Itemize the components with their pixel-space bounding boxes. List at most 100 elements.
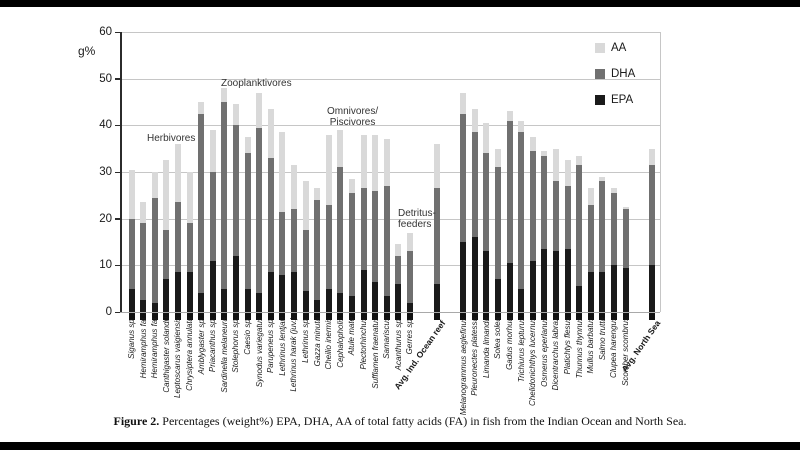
bar-segment-aa xyxy=(599,176,606,182)
bar-segment-aa xyxy=(360,134,367,189)
stacked-bar xyxy=(198,102,205,312)
x-axis-label: Samariscus xyxy=(382,317,392,359)
x-axis-label: Leptoscarus vaigiensis xyxy=(173,317,183,398)
bar-segment-dha xyxy=(649,164,656,266)
x-axis-tick xyxy=(541,313,548,320)
stacked-bar xyxy=(587,188,594,312)
bar-segment-epa xyxy=(232,255,239,312)
bar-segment-dha xyxy=(128,218,135,289)
x-axis-tick xyxy=(232,313,239,320)
bar-segment-epa xyxy=(325,288,332,312)
chart-area: g% 0 10 20 30 40 50 60 Siganus sp. Hemiramphus f… xyxy=(0,7,800,415)
bar-segment-aa xyxy=(649,148,656,165)
x-axis-label: Cheilio inermis xyxy=(324,317,334,370)
bar-segment-epa xyxy=(163,279,170,312)
group-annotation-line: Detritus- xyxy=(398,208,436,219)
x-axis-tick xyxy=(506,313,513,320)
bar-segment-epa xyxy=(256,293,263,312)
stacked-bar xyxy=(433,144,440,312)
x-axis-tick xyxy=(649,313,656,320)
bar-segment-epa xyxy=(209,260,216,312)
x-axis-label: Mullus barbatus xyxy=(586,317,596,374)
x-axis-tick xyxy=(337,313,344,320)
x-axis-tick xyxy=(128,313,135,320)
bar-segment-epa xyxy=(610,265,617,312)
group-annotation-line: Omnivores/ xyxy=(327,106,379,117)
legend-swatch-icon xyxy=(595,95,605,105)
bar-segment-epa xyxy=(372,281,379,312)
group-annotation: Herbivores xyxy=(147,133,195,144)
x-axis-label: Canthigaster solandri xyxy=(161,317,171,393)
x-axis-tick xyxy=(518,313,525,320)
bar-segment-dha xyxy=(209,172,216,261)
x-axis-label: Parupeneus sp. xyxy=(266,317,276,374)
group-annotation-line: feeders xyxy=(398,219,432,230)
stacked-bar xyxy=(209,130,216,312)
bar-segment-epa xyxy=(460,241,467,312)
x-axis-label: Hemiramphus far xyxy=(138,317,148,379)
bar-segment-dha xyxy=(383,185,390,296)
bar-segment-epa xyxy=(290,272,297,312)
stacked-bar xyxy=(483,123,490,312)
bar-segment-aa xyxy=(302,181,309,231)
gridline xyxy=(120,172,660,173)
bar-segment-dha xyxy=(186,223,193,273)
bar-segment-dha xyxy=(372,190,379,282)
bar-segment-epa xyxy=(221,288,228,312)
x-axis-tick xyxy=(383,313,390,320)
bar-segment-epa xyxy=(186,272,193,312)
bar-segment-dha xyxy=(494,167,501,280)
stacked-bar xyxy=(163,160,170,312)
bar-segment-epa xyxy=(587,272,594,312)
stacked-bar xyxy=(494,148,501,312)
bar-segment-epa xyxy=(622,267,629,312)
x-axis-label: Pleuronectes platessa xyxy=(470,317,480,396)
x-axis-tick xyxy=(599,313,606,320)
stacked-bar xyxy=(314,188,321,312)
y-axis-tick xyxy=(115,31,120,33)
x-axis-label: Chrysiptera annulata xyxy=(185,317,194,391)
y-axis-tick xyxy=(115,218,120,220)
x-axis-label: Trichiurus lepturus xyxy=(516,317,526,383)
stacked-bar xyxy=(140,202,147,312)
bar-segment-aa xyxy=(506,111,513,121)
x-axis-label: Atule mate xyxy=(347,317,357,356)
x-axis-tick xyxy=(494,313,501,320)
x-axis-tick xyxy=(433,313,440,320)
x-axis-tick xyxy=(209,313,216,320)
stacked-bar xyxy=(372,134,379,312)
group-annotation-line: Piscivores xyxy=(329,117,376,128)
bar-segment-aa xyxy=(576,155,583,165)
bar-segment-epa xyxy=(267,272,274,312)
bar-segment-dha xyxy=(433,188,440,284)
x-axis-label: Dicentrarchus labrax xyxy=(551,317,561,391)
x-axis-label: Plectorhinchus xyxy=(359,317,368,370)
bar-segment-epa xyxy=(506,262,513,312)
bar-segment-aa xyxy=(564,160,571,186)
bar-segment-epa xyxy=(406,302,413,312)
gridline xyxy=(120,78,660,80)
bar-segment-aa xyxy=(433,144,440,189)
y-axis-tick xyxy=(115,311,120,313)
x-axis-label: Siganus sp. xyxy=(127,317,136,359)
bar-segment-dha xyxy=(483,153,490,252)
stacked-bar xyxy=(541,151,548,312)
y-axis-line xyxy=(120,32,122,312)
stacked-bar xyxy=(267,109,274,312)
bar-segment-epa xyxy=(471,237,478,312)
bar-segment-aa xyxy=(541,151,548,156)
gridline xyxy=(120,265,660,267)
x-axis-label: Salmo trutta xyxy=(597,317,607,361)
x-axis-tick xyxy=(406,313,413,320)
plot-frame-right xyxy=(660,32,661,312)
stacked-bar xyxy=(383,139,390,312)
x-axis-label: Gerres sp. xyxy=(405,317,415,355)
y-axis-tick-label: 30 xyxy=(99,166,112,178)
bar-segment-aa xyxy=(406,232,413,252)
figure-caption: Figure 2. Percentages (weight%) EPA, DHA… xyxy=(0,414,800,429)
legend-entry-aa: AA xyxy=(595,42,626,54)
legend-swatch-icon xyxy=(595,69,605,79)
stacked-bar xyxy=(610,188,617,312)
x-axis-tick xyxy=(221,313,228,320)
x-axis-label: Caesio sp. xyxy=(243,317,252,355)
